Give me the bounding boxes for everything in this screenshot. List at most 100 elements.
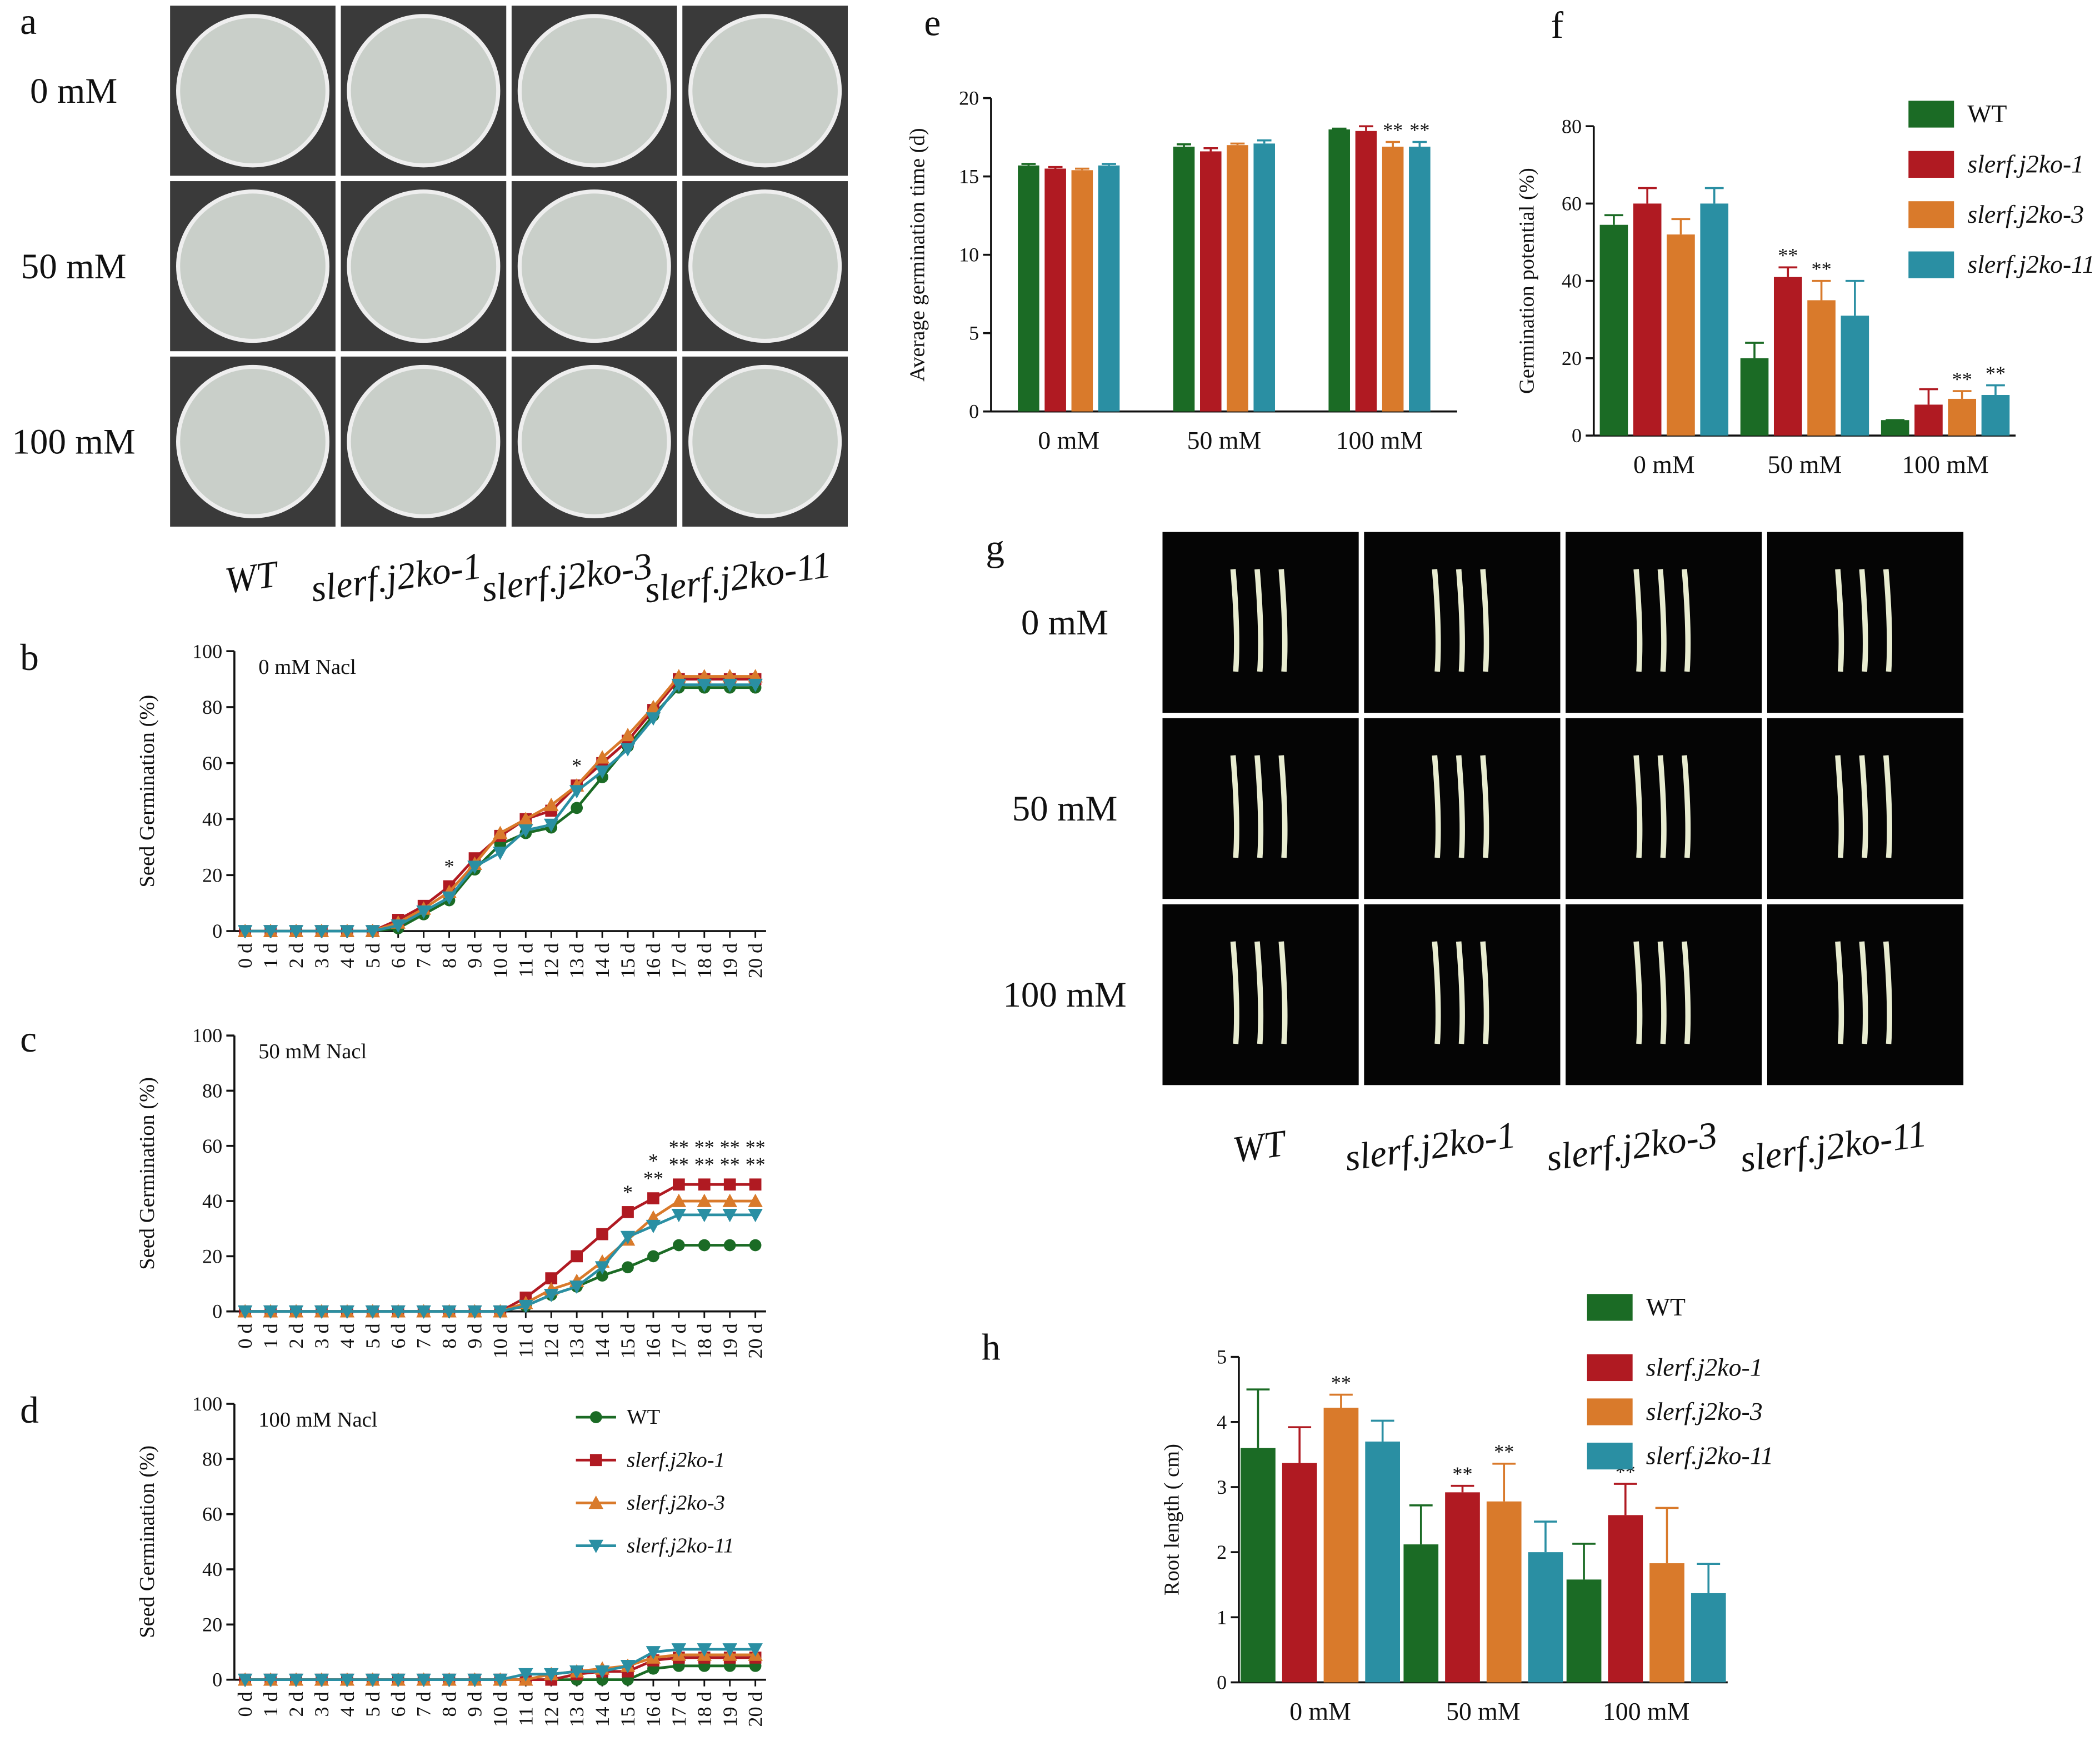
marker	[697, 678, 712, 692]
column-label: slerf.j2ko-11	[642, 543, 833, 611]
x-tick-label: 1 d	[259, 943, 282, 968]
row-label: 50 mM	[1012, 789, 1118, 829]
marker	[518, 1668, 533, 1682]
y-tick-label: 20	[959, 87, 979, 109]
y-tick-label: 20	[1562, 347, 1582, 369]
bar	[1841, 316, 1869, 436]
bar	[1948, 398, 1977, 436]
marker	[748, 1193, 763, 1207]
x-tick-label: 100 mM	[1603, 1697, 1690, 1725]
marker	[671, 1643, 687, 1657]
x-tick-label: 1 d	[259, 1323, 282, 1348]
chart-title: 100 mM Nacl	[258, 1408, 377, 1432]
marker	[722, 1643, 737, 1657]
y-axis-label: Seed Germination (%)	[136, 695, 159, 888]
x-tick-label: 12 d	[540, 943, 562, 978]
marker	[620, 743, 636, 757]
marker	[288, 1305, 304, 1319]
x-tick-label: 5 d	[362, 1692, 384, 1717]
x-tick-label: 17 d	[668, 1692, 690, 1727]
marker	[698, 1178, 711, 1191]
marker	[518, 812, 533, 826]
x-tick-label: 50 mM	[1768, 451, 1842, 479]
marker	[365, 1673, 381, 1687]
legend-swatch	[1908, 251, 1954, 278]
marker	[723, 1178, 736, 1191]
legend-swatch	[1587, 1442, 1633, 1470]
marker	[671, 1193, 687, 1207]
legend-swatch	[1587, 1294, 1633, 1321]
series-line	[245, 675, 756, 933]
petri-dish	[347, 14, 501, 168]
y-tick-label: 20	[202, 864, 222, 886]
legend-label: slerf.j2ko-1	[627, 1448, 725, 1472]
significance-mark: **	[1409, 119, 1429, 141]
x-tick-label: 2 d	[285, 1692, 307, 1717]
y-tick-label: 40	[202, 1190, 222, 1212]
y-tick-label: 0	[212, 1669, 222, 1691]
bar	[1740, 358, 1769, 436]
seedling	[1859, 755, 1868, 858]
marker	[620, 1659, 636, 1674]
marker	[571, 1250, 583, 1263]
legend-swatch	[1908, 151, 1954, 178]
seedling	[1633, 569, 1643, 672]
x-tick-label: 12 d	[540, 1692, 562, 1727]
marker	[545, 1272, 558, 1284]
marker	[493, 1305, 508, 1319]
marker	[339, 925, 355, 939]
significance-mark: *	[648, 1150, 658, 1172]
bar	[1773, 277, 1802, 436]
seedling	[1682, 569, 1691, 672]
y-tick-label: 20	[202, 1245, 222, 1267]
marker	[442, 891, 457, 905]
x-tick-label: 15 d	[617, 1692, 639, 1727]
x-tick-label: 6 d	[387, 1323, 409, 1348]
marker	[698, 1239, 711, 1252]
x-tick-label: 19 d	[719, 1692, 741, 1727]
y-tick-label: 5	[969, 322, 979, 344]
series-line	[245, 1213, 756, 1313]
x-tick-label: 6 d	[387, 1692, 409, 1717]
significance-mark: **	[1778, 244, 1798, 267]
marker	[543, 1668, 559, 1682]
marker	[646, 712, 661, 726]
x-tick-label: 14 d	[591, 1692, 613, 1727]
seedling	[1278, 755, 1288, 858]
legend-swatch	[1587, 1354, 1633, 1382]
petri-dish	[688, 189, 842, 343]
x-tick-label: 10 d	[489, 1323, 511, 1358]
y-tick-label: 60	[1562, 192, 1582, 214]
marker	[722, 1209, 737, 1223]
row-label: 0 mM	[1021, 603, 1108, 643]
marker	[365, 1305, 381, 1319]
column-label: slerf.j2ko-1	[1342, 1114, 1518, 1179]
seedling	[1432, 941, 1441, 1044]
x-tick-label: 7 d	[413, 1692, 435, 1717]
significance-mark: **	[1811, 258, 1831, 280]
x-tick-label: 2 d	[285, 1323, 307, 1348]
x-tick-label: 100 mM	[1902, 451, 1989, 479]
y-tick-label: 40	[1562, 270, 1582, 292]
x-tick-label: 18 d	[693, 1323, 716, 1358]
x-tick-label: 0 d	[234, 1692, 256, 1717]
marker	[647, 1192, 659, 1204]
y-tick-label: 60	[202, 1135, 222, 1157]
marker	[467, 1305, 482, 1319]
column-label: slerf.j2ko-3	[1544, 1114, 1720, 1179]
marker	[594, 750, 610, 764]
marker	[569, 1665, 584, 1679]
marker	[391, 1305, 406, 1319]
significance-mark: **	[669, 1153, 689, 1175]
seedling	[1432, 569, 1441, 672]
y-tick-label: 40	[202, 1558, 222, 1580]
petri-dish	[176, 364, 330, 518]
column-label: slerf.j2ko-11	[1737, 1113, 1929, 1180]
bar	[1328, 129, 1350, 412]
x-tick-label: 3 d	[311, 1323, 333, 1348]
y-tick-label: 1	[1217, 1606, 1227, 1628]
marker	[697, 1643, 712, 1657]
panel-letter: d	[20, 1389, 39, 1431]
significance-mark: **	[669, 1136, 689, 1158]
y-tick-label: 5	[1217, 1346, 1227, 1368]
